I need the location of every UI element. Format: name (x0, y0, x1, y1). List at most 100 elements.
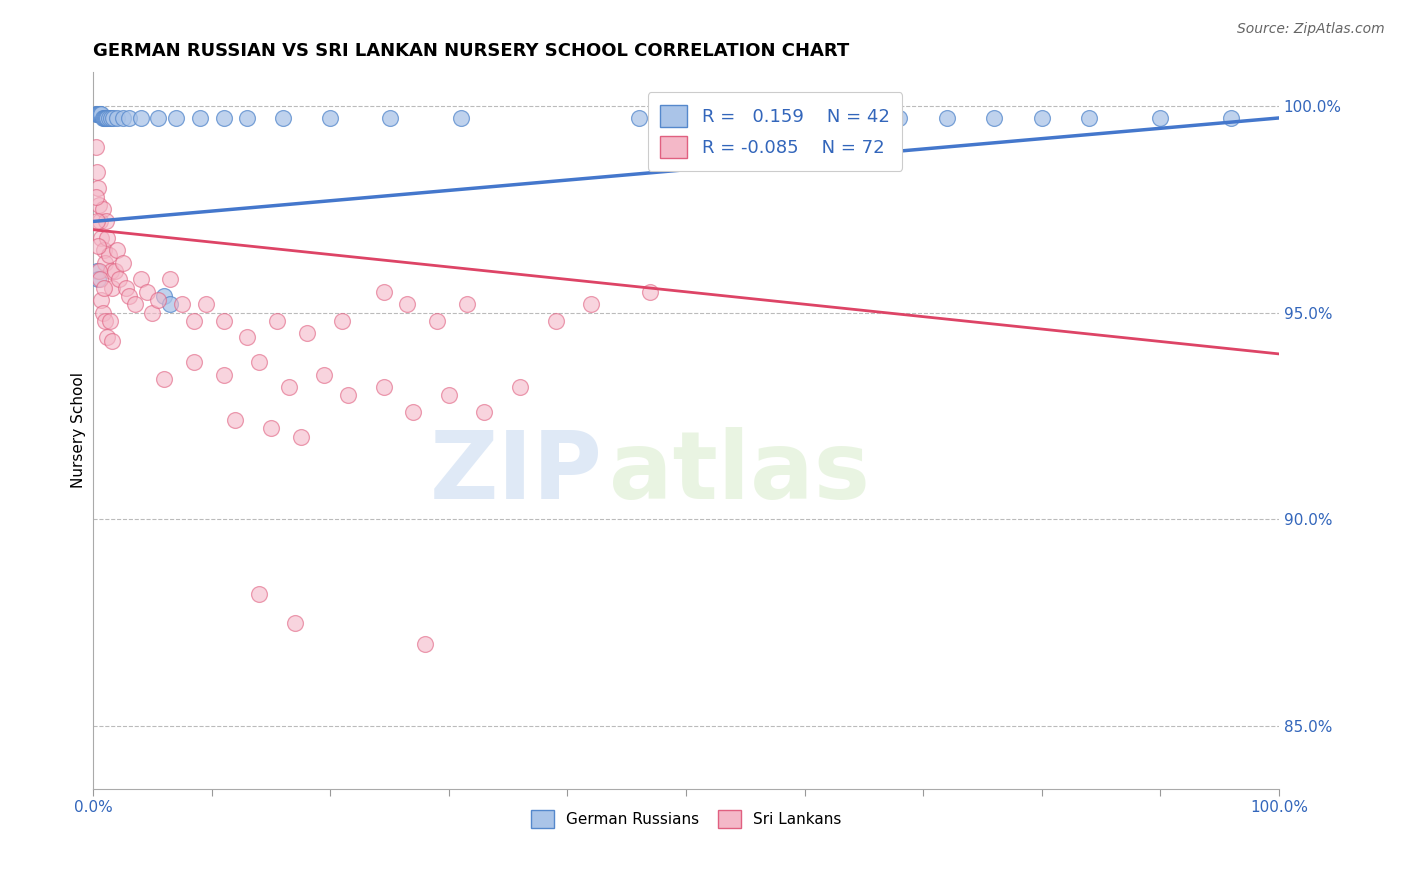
Point (889, 111, 911, 125)
Point (236, 111, 259, 125)
Point (1078, 111, 1101, 125)
Point (129, 111, 152, 125)
Point (188, 111, 211, 125)
Point (103, 111, 125, 125)
Point (337, 388, 360, 402)
Point (115, 281, 138, 295)
Point (295, 326, 318, 341)
Point (277, 380, 299, 394)
Point (96, 111, 118, 125)
Point (100, 111, 122, 125)
Point (84, 107, 107, 121)
Point (105, 111, 128, 125)
Point (373, 285, 395, 299)
Point (247, 587, 270, 601)
Point (747, 111, 769, 125)
Point (89, 214, 111, 228)
Point (96, 214, 118, 228)
Point (378, 111, 401, 125)
Point (236, 330, 259, 344)
Point (94, 111, 117, 125)
Point (90, 231, 112, 245)
Point (93, 244, 115, 258)
Point (89, 107, 111, 121)
Point (87, 107, 110, 121)
Point (91, 202, 114, 216)
Point (983, 111, 1005, 125)
Point (111, 256, 134, 270)
Point (544, 314, 567, 328)
Point (402, 405, 425, 419)
Point (212, 111, 235, 125)
Point (212, 368, 235, 382)
Point (260, 421, 283, 435)
Point (194, 297, 217, 311)
Point (159, 297, 181, 311)
Point (118, 111, 141, 125)
Point (675, 111, 697, 125)
Point (153, 289, 176, 303)
Point (91, 111, 114, 125)
Point (627, 111, 650, 125)
Point (183, 355, 205, 369)
Point (319, 111, 342, 125)
Point (87, 239, 110, 253)
Point (87, 198, 110, 212)
Point (271, 111, 294, 125)
Point (426, 314, 449, 328)
Point (148, 111, 170, 125)
Text: ZIP: ZIP (430, 427, 603, 519)
Point (1220, 111, 1243, 125)
Point (640, 285, 662, 299)
Point (90, 107, 112, 121)
Text: atlas: atlas (609, 427, 870, 519)
Point (172, 297, 194, 311)
Point (118, 289, 141, 303)
Point (153, 372, 176, 386)
Point (89, 272, 111, 286)
Point (183, 314, 205, 328)
Point (87, 264, 110, 278)
Text: GERMAN RUSSIAN VS SRI LANKAN NURSERY SCHOOL CORRELATION CHART: GERMAN RUSSIAN VS SRI LANKAN NURSERY SCH… (93, 42, 849, 60)
Point (806, 111, 828, 125)
Point (84, 189, 107, 203)
Point (165, 111, 187, 125)
Point (212, 314, 235, 328)
Point (437, 388, 460, 402)
Point (86, 264, 108, 278)
Point (456, 297, 478, 311)
Point (87, 272, 110, 286)
Point (290, 430, 312, 444)
Point (84, 140, 107, 154)
Point (148, 293, 170, 307)
Point (86, 107, 108, 121)
Point (579, 297, 602, 311)
Text: Source: ZipAtlas.com: Source: ZipAtlas.com (1237, 22, 1385, 37)
Point (509, 380, 531, 394)
Point (98, 314, 121, 328)
Point (103, 264, 125, 278)
Point (935, 111, 957, 125)
Point (93, 281, 115, 295)
Point (373, 380, 395, 394)
Point (97, 247, 120, 261)
Point (93, 111, 115, 125)
Point (100, 264, 122, 278)
Point (224, 413, 246, 427)
Point (129, 272, 152, 286)
Point (450, 111, 472, 125)
Point (413, 637, 436, 651)
Point (124, 297, 146, 311)
Point (111, 111, 134, 125)
Point (159, 272, 181, 286)
Point (91, 305, 114, 319)
Point (96, 330, 118, 344)
Point (97, 111, 120, 125)
Point (141, 305, 163, 319)
Point (86, 214, 108, 228)
Point (474, 405, 496, 419)
Point (96, 231, 118, 245)
Y-axis label: Nursery School: Nursery School (72, 373, 86, 489)
Point (94, 256, 117, 270)
Point (396, 297, 419, 311)
